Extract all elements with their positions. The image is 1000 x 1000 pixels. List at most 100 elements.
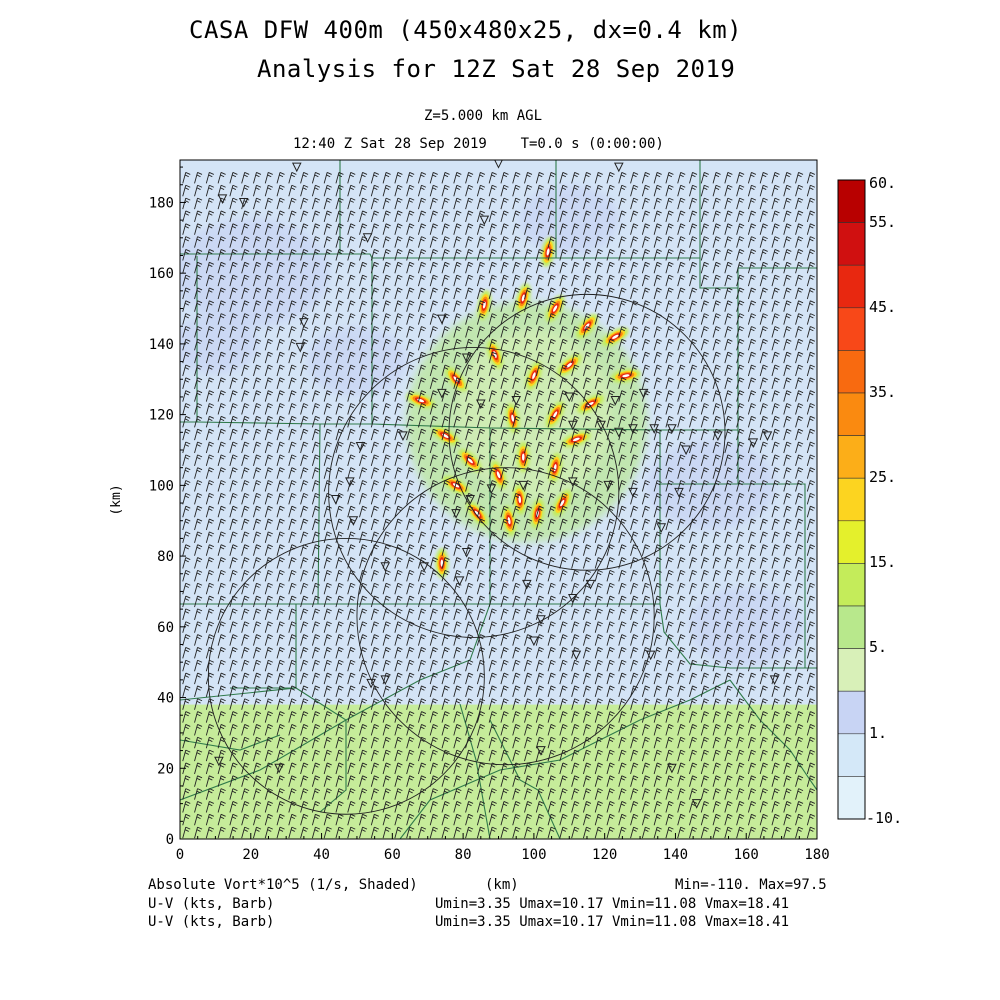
wind-barb [559, 480, 568, 492]
wind-barb [653, 647, 662, 659]
wind-barb [665, 313, 674, 325]
wind-barb [429, 775, 438, 787]
wind-barb [630, 338, 639, 351]
wind-barb [429, 480, 438, 492]
wind-barb [182, 775, 191, 787]
vorticity-field [180, 160, 817, 839]
wind-barb [465, 595, 474, 608]
wind-barb [441, 351, 450, 364]
wind-barb [205, 351, 214, 364]
wind-barb [264, 531, 273, 543]
wind-barb [700, 724, 709, 736]
wind-barb [795, 813, 804, 826]
wind-barb [594, 454, 603, 466]
wind-barb [630, 197, 639, 210]
wind-barb [205, 197, 214, 210]
wind-barb [677, 338, 686, 351]
wind-barb [205, 492, 214, 505]
wind-barb [571, 441, 580, 454]
wind-barb [453, 467, 462, 479]
wind-barb [606, 454, 615, 466]
wind-barb [359, 557, 368, 569]
wind-barb [347, 300, 356, 312]
wind-barb [465, 505, 474, 518]
wind-barb [618, 647, 627, 659]
wind-barb [700, 711, 709, 723]
wind-barb [500, 595, 509, 608]
wind-barb [641, 659, 651, 672]
wind-barb [677, 480, 686, 492]
wind-barb [618, 390, 627, 402]
wind-barb [736, 390, 745, 402]
wind-barb [689, 364, 698, 377]
wind-barb [441, 582, 450, 595]
wind-barb [512, 698, 521, 710]
wind-barb [488, 441, 497, 454]
wind-barb [264, 788, 273, 800]
wind-barb [335, 775, 344, 787]
wind-barb [347, 775, 356, 787]
wind-barb [795, 313, 804, 325]
wind-barb [288, 300, 297, 312]
wind-barb [359, 569, 368, 582]
wind-barb [582, 621, 592, 633]
wind-barb [736, 338, 745, 351]
wind-barb [253, 326, 262, 338]
wind-barb [465, 415, 474, 428]
wind-barb [512, 441, 521, 454]
wind-barb [783, 351, 792, 364]
wind-barb [512, 788, 521, 800]
wind-barb [370, 274, 379, 287]
wind-barb [441, 724, 450, 736]
wind-barb [182, 647, 191, 659]
wind-barb [418, 788, 427, 800]
wind-barb [488, 531, 497, 543]
wind-barb [547, 261, 556, 274]
wind-barb [724, 557, 733, 569]
wind-barb [630, 223, 639, 235]
wind-barb [394, 608, 403, 621]
wind-barb [453, 595, 462, 608]
wind-barb [453, 351, 462, 364]
wind-barb [370, 197, 379, 210]
wind-barb [630, 749, 639, 762]
wind-barb [217, 749, 226, 762]
wind-barb [771, 801, 780, 813]
wind-barb [264, 172, 273, 184]
wind-barb [641, 197, 651, 210]
wind-barb [582, 210, 592, 223]
wind-barb [500, 287, 509, 300]
wind-barb [724, 492, 733, 505]
wind-barb [771, 711, 780, 723]
wind-barb [300, 415, 309, 428]
wind-barb [747, 544, 757, 556]
wind-barb [370, 403, 379, 415]
wind-barb [194, 287, 203, 300]
wind-barb [194, 788, 203, 800]
wind-barb [712, 274, 721, 287]
wind-barb [653, 788, 662, 800]
wind-barb [524, 582, 533, 595]
colorbar: 60.55.45.35.25.15.5.1.-10. [837, 174, 902, 827]
wind-barb [182, 428, 191, 441]
wind-barb [288, 685, 297, 698]
wind-barb [606, 364, 615, 377]
wind-barb [594, 223, 603, 235]
wind-barb [429, 249, 438, 261]
wind-barb [311, 788, 321, 800]
wind-barb [512, 736, 521, 749]
wind-barb [535, 454, 544, 466]
wind-barb [618, 377, 627, 389]
wind-barb [606, 326, 615, 338]
wind-barb [406, 351, 415, 364]
wind-barb [759, 300, 768, 312]
wind-barb [747, 377, 757, 389]
wind-barb [665, 518, 674, 531]
wind-barb [323, 698, 332, 710]
wind-barb [347, 659, 356, 672]
wind-barb [382, 377, 391, 389]
wind-barb [429, 569, 438, 582]
wind-barb [500, 801, 509, 813]
wind-barb [806, 351, 816, 364]
wind-barb [712, 608, 721, 621]
